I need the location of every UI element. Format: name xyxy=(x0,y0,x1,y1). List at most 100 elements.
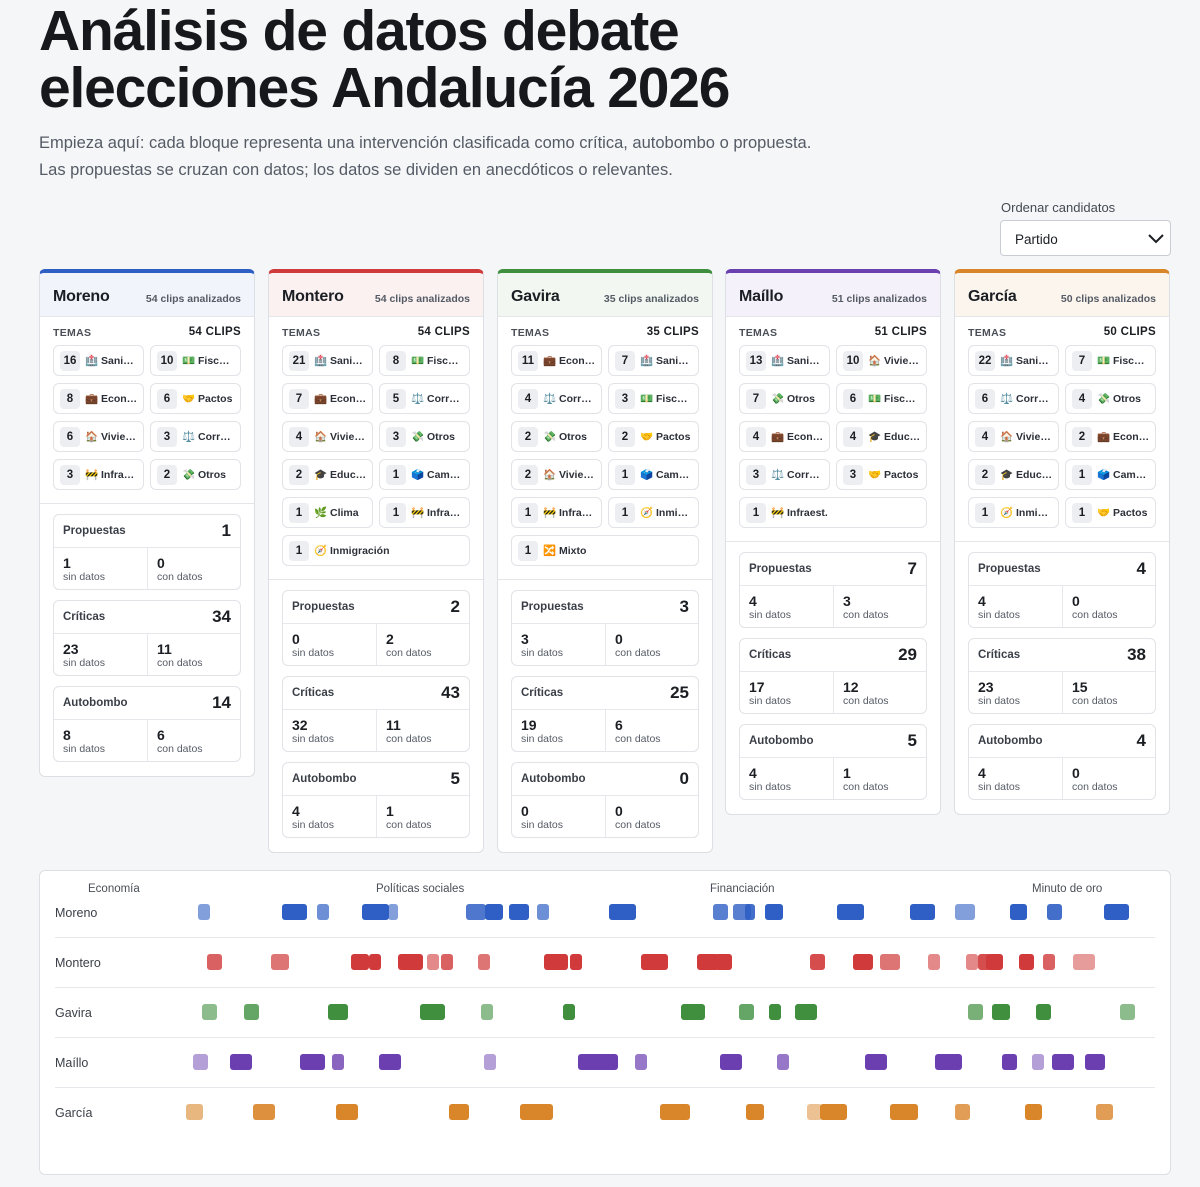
clip-segment[interactable] xyxy=(641,954,668,970)
clip-segment[interactable] xyxy=(398,954,423,970)
topic-chip[interactable]: 16 🏥 Sani… xyxy=(53,345,144,376)
topic-chip[interactable]: 10 💵 Fisc… xyxy=(150,345,241,376)
topic-chip[interactable]: 4 💸 Otros xyxy=(1065,383,1156,414)
clip-segment[interactable] xyxy=(509,904,529,920)
topic-chip[interactable]: 1 🧭 Inmigración xyxy=(282,535,470,566)
clip-segment[interactable] xyxy=(1073,954,1095,970)
clip-segment[interactable] xyxy=(609,904,636,920)
clip-segment[interactable] xyxy=(336,1104,358,1120)
topic-chip[interactable]: 1 🚧 Infra… xyxy=(379,497,470,528)
clip-segment[interactable] xyxy=(369,954,381,970)
topic-chip[interactable]: 8 💼 Econ… xyxy=(53,383,144,414)
clip-segment[interactable] xyxy=(317,904,329,920)
topic-chip[interactable]: 3 ⚖️ Corr… xyxy=(739,459,830,490)
clip-segment[interactable] xyxy=(544,954,568,970)
topic-chip[interactable]: 4 🏠 Vivie… xyxy=(282,421,373,452)
clip-segment[interactable] xyxy=(745,904,755,920)
clip-segment[interactable] xyxy=(578,1054,618,1070)
clip-segment[interactable] xyxy=(880,954,900,970)
clip-segment[interactable] xyxy=(253,1104,275,1120)
topic-chip[interactable]: 2 💸 Otros xyxy=(150,459,241,490)
topic-chip[interactable]: 1 🚧 Infra… xyxy=(511,497,602,528)
clip-segment[interactable] xyxy=(1025,1104,1042,1120)
topic-chip[interactable]: 8 💵 Fisc… xyxy=(379,345,470,376)
clip-segment[interactable] xyxy=(328,1004,348,1020)
clip-segment[interactable] xyxy=(1010,904,1027,920)
clip-segment[interactable] xyxy=(910,904,935,920)
topic-chip[interactable]: 6 ⚖️ Corr… xyxy=(968,383,1059,414)
clip-segment[interactable] xyxy=(186,1104,203,1120)
topic-chip[interactable]: 1 🗳️ Cam… xyxy=(379,459,470,490)
clip-segment[interactable] xyxy=(1096,1104,1113,1120)
topic-chip[interactable]: 2 🏠 Vivie… xyxy=(511,459,602,490)
clip-segment[interactable] xyxy=(992,1004,1010,1020)
clip-segment[interactable] xyxy=(935,1054,962,1070)
clip-segment[interactable] xyxy=(379,1054,401,1070)
clip-segment[interactable] xyxy=(207,954,222,970)
clip-segment[interactable] xyxy=(193,1054,208,1070)
clip-segment[interactable] xyxy=(427,954,439,970)
clip-segment[interactable] xyxy=(955,1104,970,1120)
clip-segment[interactable] xyxy=(1120,1004,1135,1020)
clip-segment[interactable] xyxy=(1052,1054,1074,1070)
topic-chip[interactable]: 1 🧭 Inmi… xyxy=(968,497,1059,528)
clip-segment[interactable] xyxy=(1019,954,1034,970)
clip-segment[interactable] xyxy=(715,954,732,970)
sort-select[interactable]: Partido xyxy=(1000,220,1171,256)
clip-segment[interactable] xyxy=(928,954,940,970)
clip-segment[interactable] xyxy=(635,1054,647,1070)
clip-segment[interactable] xyxy=(1043,954,1055,970)
clip-segment[interactable] xyxy=(660,1104,690,1120)
topic-chip[interactable]: 2 💸 Otros xyxy=(511,421,602,452)
topic-chip[interactable]: 1 🗳️ Cam… xyxy=(608,459,699,490)
clip-segment[interactable] xyxy=(966,954,978,970)
clip-segment[interactable] xyxy=(968,1004,983,1020)
topic-chip[interactable]: 2 🎓 Educ… xyxy=(282,459,373,490)
clip-segment[interactable] xyxy=(777,1054,789,1070)
topic-chip[interactable]: 4 ⚖️ Corr… xyxy=(511,383,602,414)
topic-chip[interactable]: 6 🤝 Pactos xyxy=(150,383,241,414)
topic-chip[interactable]: 1 🧭 Inmi… xyxy=(608,497,699,528)
clip-segment[interactable] xyxy=(362,904,389,920)
clip-segment[interactable] xyxy=(388,904,398,920)
topic-chip[interactable]: 6 💵 Fisc… xyxy=(836,383,927,414)
clip-segment[interactable] xyxy=(466,904,486,920)
clip-segment[interactable] xyxy=(720,1054,742,1070)
clip-segment[interactable] xyxy=(739,1004,754,1020)
clip-segment[interactable] xyxy=(820,1104,847,1120)
topic-chip[interactable]: 1 🌿 Clima xyxy=(282,497,373,528)
topic-chip[interactable]: 3 💸 Otros xyxy=(379,421,470,452)
topic-chip[interactable]: 13 🏥 Sani… xyxy=(739,345,830,376)
topic-chip[interactable]: 21 🏥 Sani… xyxy=(282,345,373,376)
topic-chip[interactable]: 22 🏥 Sani… xyxy=(968,345,1059,376)
clip-segment[interactable] xyxy=(230,1054,252,1070)
clip-segment[interactable] xyxy=(484,1054,496,1070)
clip-segment[interactable] xyxy=(681,1004,705,1020)
clip-segment[interactable] xyxy=(420,1004,445,1020)
topic-chip[interactable]: 5 ⚖️ Corr… xyxy=(379,383,470,414)
clip-segment[interactable] xyxy=(769,1004,781,1020)
clip-segment[interactable] xyxy=(795,1004,817,1020)
topic-chip[interactable]: 3 ⚖️ Corr… xyxy=(150,421,241,452)
clip-segment[interactable] xyxy=(1032,1054,1044,1070)
clip-segment[interactable] xyxy=(713,904,728,920)
clip-segment[interactable] xyxy=(449,1104,469,1120)
topic-chip[interactable]: 1 🚧 Infraest. xyxy=(739,497,927,528)
topic-chip[interactable]: 4 💼 Econ… xyxy=(739,421,830,452)
clip-segment[interactable] xyxy=(853,954,873,970)
topic-chip[interactable]: 1 🔀 Mixto xyxy=(511,535,699,566)
clip-segment[interactable] xyxy=(202,1004,217,1020)
clip-segment[interactable] xyxy=(1085,1054,1105,1070)
clip-segment[interactable] xyxy=(865,1054,887,1070)
topic-chip[interactable]: 2 🎓 Educ… xyxy=(968,459,1059,490)
clip-segment[interactable] xyxy=(570,954,582,970)
topic-chip[interactable]: 6 🏠 Vivie… xyxy=(53,421,144,452)
clip-segment[interactable] xyxy=(955,904,975,920)
clip-segment[interactable] xyxy=(520,1104,553,1120)
topic-chip[interactable]: 1 🗳️ Cam… xyxy=(1065,459,1156,490)
topic-chip[interactable]: 3 🚧 Infra… xyxy=(53,459,144,490)
topic-chip[interactable]: 11 💼 Econ… xyxy=(511,345,602,376)
topic-chip[interactable]: 7 💸 Otros xyxy=(739,383,830,414)
clip-segment[interactable] xyxy=(282,904,307,920)
clip-segment[interactable] xyxy=(697,954,719,970)
